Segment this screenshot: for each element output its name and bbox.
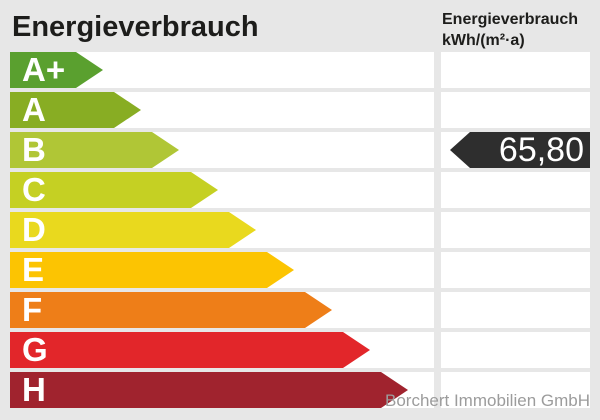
scale-row-F: F xyxy=(0,292,600,328)
band-cell-D: D xyxy=(10,212,434,248)
band-arrow-D: D xyxy=(10,212,256,248)
band-label-B: B xyxy=(22,131,46,168)
band-cell-B: B xyxy=(10,132,434,168)
scale-row-D: D xyxy=(0,212,600,248)
scale-row-G: G xyxy=(0,332,600,368)
band-arrow-C: C xyxy=(10,172,218,208)
page-title: Energieverbrauch xyxy=(12,11,259,43)
value-marker-label: 65,80 xyxy=(498,131,584,169)
scale-row-E: E xyxy=(0,252,600,288)
band-cell-A: A xyxy=(10,92,434,128)
unit-header-line2: kWh/(m²·a) xyxy=(442,32,525,49)
band-label-E: E xyxy=(22,251,45,288)
band-label-D: D xyxy=(22,211,46,248)
scale-row-H: H xyxy=(0,372,600,408)
band-arrow-B: B xyxy=(10,132,179,168)
unit-header: Energieverbrauch kWh/(m²·a) xyxy=(442,9,578,51)
scale-row-C: C xyxy=(0,172,600,208)
value-cell-C xyxy=(441,172,590,208)
band-label-F: F xyxy=(22,291,43,328)
band-cell-E: E xyxy=(10,252,434,288)
value-marker: 65,80 xyxy=(450,132,590,168)
band-cell-H: H xyxy=(10,372,434,408)
value-cell-D xyxy=(441,212,590,248)
value-cell-B: 65,80 xyxy=(441,132,590,168)
band-arrow-E: E xyxy=(10,252,294,288)
band-cell-G: G xyxy=(10,332,434,368)
band-label-H: H xyxy=(22,371,46,408)
scale-row-A: A xyxy=(0,92,600,128)
band-arrow-F: F xyxy=(10,292,332,328)
band-cell-C: C xyxy=(10,172,434,208)
value-cell-E xyxy=(441,252,590,288)
band-cell-F: F xyxy=(10,292,434,328)
band-arrow-A: A xyxy=(10,92,141,128)
band-label-G: G xyxy=(22,331,48,368)
band-label-A: A xyxy=(22,91,46,128)
band-label-A+: A+ xyxy=(22,51,66,88)
unit-header-line1: Energieverbrauch xyxy=(442,11,579,28)
scale-row-B: B 65,80 xyxy=(0,132,600,168)
scale-row-A+: A+ xyxy=(0,52,600,88)
band-arrow-H: H xyxy=(10,372,408,408)
band-arrow-G: G xyxy=(10,332,370,368)
value-cell-A+ xyxy=(441,52,590,88)
band-cell-A+: A+ xyxy=(10,52,434,88)
value-cell-G xyxy=(441,332,590,368)
value-cell-H xyxy=(441,372,590,408)
band-label-C: C xyxy=(22,171,46,208)
band-arrow-A+: A+ xyxy=(10,52,103,88)
value-cell-F xyxy=(441,292,590,328)
watermark: Borchert Immobilien GmbH xyxy=(384,391,590,410)
value-cell-A xyxy=(441,92,590,128)
